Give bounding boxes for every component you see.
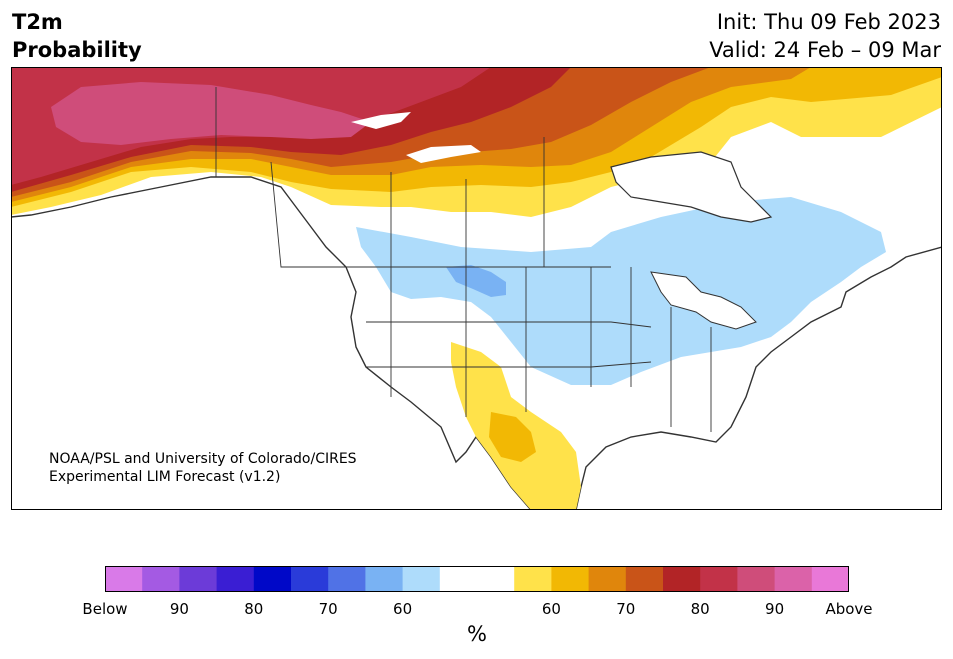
colorbar-swatch [402, 566, 441, 592]
below-60-region [446, 265, 506, 297]
great-bear-lake [351, 112, 411, 129]
colorbar-swatch [142, 566, 180, 592]
great-lakes [650, 271, 757, 330]
below-55-region [356, 197, 886, 385]
colorbar-tick-label: 80 [690, 600, 710, 618]
mexico-above-60 [489, 412, 536, 462]
title-line-1: T2m [12, 10, 63, 34]
colorbar-tick-label: Above [825, 600, 873, 618]
colorbar [105, 566, 849, 592]
colorbar-tick-label: 70 [318, 600, 338, 618]
colorbar-swatch [365, 566, 404, 592]
colorbar-swatch [588, 566, 627, 592]
colorbar-swatch [477, 566, 515, 592]
map-frame [11, 67, 942, 510]
colorbar-swatch [105, 566, 143, 592]
colorbar-swatch [439, 566, 478, 592]
colorbar-tick-label: 60 [393, 600, 413, 618]
colorbar-unit: % [467, 622, 487, 646]
colorbar-tick-label: 70 [616, 600, 636, 618]
colorbar-swatch [737, 566, 776, 592]
colorbar-swatch [179, 566, 218, 592]
great-slave-lake [406, 145, 481, 163]
colorbar-swatch [663, 566, 701, 592]
colorbar-swatch [551, 566, 590, 592]
map-title: T2m Probability [12, 8, 142, 64]
valid-range: Valid: 24 Feb – 09 Mar [709, 38, 941, 62]
colorbar-tick-label: 80 [244, 600, 264, 618]
credit-line-2: Experimental LIM Forecast (v1.2) [49, 469, 281, 485]
forecast-dates: Init: Thu 09 Feb 2023 Valid: 24 Feb – 09… [709, 8, 941, 64]
colorbar-tick-label: 90 [765, 600, 785, 618]
colorbar-swatch [291, 566, 329, 592]
colorbar-swatch [811, 566, 849, 592]
colorbar-swatch [216, 566, 255, 592]
above-90-region [51, 82, 371, 145]
init-date: Init: Thu 09 Feb 2023 [716, 10, 941, 34]
colorbar-swatch [774, 566, 813, 592]
colorbar-tick-label: Below [82, 600, 128, 618]
credit-line-1: NOAA/PSL and University of Colorado/CIRE… [49, 451, 357, 467]
colorbar-swatch [514, 566, 552, 592]
title-line-2: Probability [12, 38, 142, 62]
probability-map [11, 67, 942, 510]
colorbar-swatch [700, 566, 738, 592]
colorbar-swatch [625, 566, 664, 592]
colorbar-tick-label: 60 [541, 600, 561, 618]
colorbar-frame [105, 566, 849, 592]
colorbar-swatch [328, 566, 366, 592]
hudson-bay [610, 151, 773, 223]
forecast-credit: NOAA/PSL and University of Colorado/CIRE… [49, 450, 357, 486]
colorbar-tick-label: 90 [169, 600, 189, 618]
colorbar-swatch [253, 566, 292, 592]
political-borders [215, 87, 712, 432]
